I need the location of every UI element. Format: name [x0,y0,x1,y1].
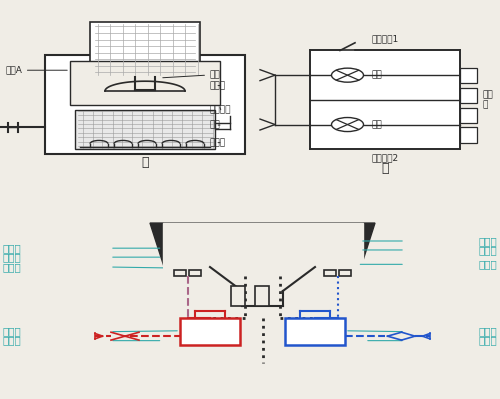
Text: 控水槽: 控水槽 [210,81,226,90]
Text: 温控开关2: 温控开关2 [372,154,398,162]
Bar [310,51,460,149]
Bar [90,22,200,77]
Text: 聪明座: 聪明座 [478,236,498,246]
Text: 排气管: 排气管 [2,252,21,262]
Bar [231,286,245,306]
Text: 加热
管: 加热 管 [482,90,493,110]
Bar [339,270,351,276]
Bar [174,270,186,276]
Text: 贮水罐: 贮水罐 [478,245,498,255]
Text: 热水阀: 热水阀 [2,327,21,337]
Bar [460,88,477,103]
Text: 进水管: 进水管 [2,262,21,272]
Text: 冷水阀: 冷水阀 [478,336,498,346]
Text: 绿灯: 绿灯 [371,71,382,80]
Circle shape [332,68,364,82]
Bar [70,61,220,105]
Text: 冷水管: 冷水管 [478,327,498,337]
Bar [285,318,345,345]
Text: 热水管: 热水管 [2,336,21,346]
Bar [460,127,477,143]
Polygon shape [162,223,362,267]
Bar [45,55,245,154]
Bar [324,270,336,276]
Circle shape [332,118,364,132]
Text: 温控开关1: 温控开关1 [372,34,398,43]
Text: 加热管: 加热管 [210,138,226,147]
Text: 浮体A: 浮体A [5,66,67,75]
Polygon shape [150,223,375,270]
Text: 进水管: 进水管 [478,259,498,269]
Bar [460,68,477,83]
Bar [180,318,240,345]
Text: 开水开关: 开水开关 [210,105,232,114]
Text: 阀门: 阀门 [163,70,221,79]
Text: 乙: 乙 [382,162,389,176]
Text: 热胆: 热胆 [210,120,221,130]
Bar [75,110,215,149]
Text: 甲: 甲 [142,156,149,169]
Bar [255,286,269,306]
Text: 排气室: 排气室 [2,243,21,253]
Text: 红灯: 红灯 [371,120,382,129]
Bar [162,267,362,273]
Bar [460,108,477,123]
Bar [189,270,201,276]
